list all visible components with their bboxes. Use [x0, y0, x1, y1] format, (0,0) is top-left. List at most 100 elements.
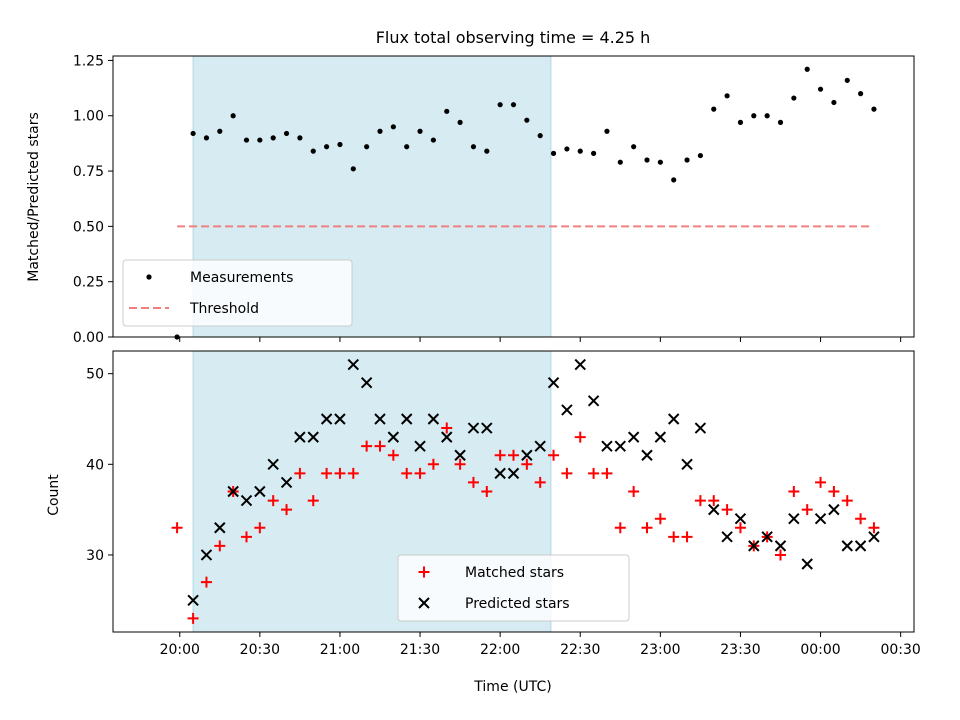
predicted-star-point — [534, 440, 546, 452]
measurement-point — [777, 119, 784, 125]
measurement-point — [497, 102, 503, 108]
measurement-point — [817, 86, 824, 92]
y-tick-label: 1.25 — [73, 53, 104, 69]
matched-star-point — [548, 449, 560, 461]
measurement-point — [644, 157, 650, 163]
x-tick-label: 21:30 — [400, 642, 440, 658]
measurement-point — [724, 93, 730, 99]
measurement-point — [377, 128, 383, 134]
measurement-point — [217, 128, 223, 134]
measurement-point — [564, 146, 570, 152]
predicted-star-point — [334, 413, 346, 425]
predicted-star-point — [828, 503, 840, 516]
matched-star-point — [467, 476, 479, 488]
predicted-star-point — [200, 549, 213, 561]
measurement-point — [190, 130, 196, 137]
legend-entry-label: Threshold — [189, 301, 259, 317]
predicted-star-point — [601, 440, 613, 452]
x-axis-label: Time (UTC) — [473, 679, 551, 695]
matched-star-point — [307, 495, 319, 507]
top-y-axis-label: Matched/Predicted stars — [26, 112, 42, 282]
x-tick-label: 20:00 — [160, 642, 200, 658]
measurement-point — [257, 137, 263, 143]
legend-box — [122, 259, 353, 327]
measurement-point — [737, 119, 744, 125]
matched-star-point — [294, 467, 306, 479]
matched-star-point — [454, 458, 466, 470]
predicted-star-point — [721, 531, 733, 543]
measurement-point — [283, 130, 290, 137]
measurement-point — [671, 177, 677, 183]
matched-star-point — [187, 612, 199, 624]
measurement-point — [684, 157, 690, 163]
measurement-point — [577, 148, 583, 154]
matched-star-point — [254, 522, 266, 534]
x-tick-label: 23:00 — [640, 642, 680, 658]
predicted-star-point — [507, 467, 520, 480]
predicted-star-point — [667, 413, 680, 425]
x-tick-label: 00:30 — [880, 642, 920, 658]
matched-star-point — [868, 522, 880, 534]
predicted-star-point — [494, 467, 506, 480]
matched-star-point — [815, 476, 827, 488]
axes-frame — [112, 350, 915, 633]
measurement-point — [510, 102, 517, 108]
predicted-star-point — [774, 540, 787, 552]
predicted-star-point — [761, 531, 773, 543]
matched-star-point — [601, 467, 613, 479]
measurement-point — [430, 137, 436, 143]
measurement-point — [657, 159, 663, 165]
matched-star-point — [708, 495, 720, 507]
measurement-point — [751, 113, 757, 119]
x-tick-label: 21:00 — [320, 642, 360, 658]
measurement-point — [337, 141, 343, 148]
measurement-point — [484, 148, 490, 154]
measurement-point — [457, 119, 463, 125]
matched-star-point — [214, 540, 226, 552]
predicted-star-point — [454, 449, 466, 461]
predicted-star-point — [481, 422, 493, 434]
measurement-point — [631, 144, 637, 150]
predicted-star-point — [547, 377, 560, 389]
predicted-star-point — [267, 458, 279, 471]
x-tick-label: 22:00 — [480, 642, 520, 658]
matched-star-point — [387, 449, 399, 461]
predicted-star-point — [414, 440, 426, 452]
predicted-star-point — [801, 558, 813, 570]
count-panel: 30 40 50 20:00 20:30 21:00 21:30 22:00 22:30 23:0… — [86, 350, 921, 658]
measurement-point — [537, 133, 543, 139]
measurement-point — [604, 128, 610, 134]
matched-star-point — [267, 495, 279, 507]
predicted-star-point — [681, 458, 693, 471]
matched-star-point — [588, 467, 600, 479]
measurement-point — [243, 137, 250, 143]
predicted-star-point — [854, 540, 867, 552]
predicted-star-point — [294, 431, 306, 443]
predicted-star-point — [347, 358, 360, 371]
predicted-star-point — [521, 449, 533, 461]
measurement-point — [524, 117, 530, 123]
legend-box — [397, 554, 630, 622]
matched-star-point — [200, 576, 212, 588]
predicted-star-point — [467, 422, 480, 434]
x-tick-label: 22:30 — [560, 642, 600, 658]
measurement-point — [390, 124, 396, 130]
x-tick-label: 23:30 — [720, 642, 760, 658]
matched-star-point — [801, 504, 813, 516]
y-tick-label: 0.25 — [73, 275, 104, 291]
matched-star-point — [241, 531, 252, 543]
x-tick-label: 00:00 — [800, 642, 840, 658]
measurement-point — [444, 108, 450, 114]
predicted-star-point — [240, 494, 253, 507]
measurement-point — [417, 128, 423, 134]
predicted-star-point — [441, 431, 453, 443]
measurement-point — [697, 152, 704, 159]
predicted-star-point — [254, 485, 266, 498]
matched-star-point — [441, 422, 453, 434]
predicted-star-point — [708, 503, 720, 516]
y-tick-label: 40 — [86, 457, 104, 473]
matched-star-point — [361, 440, 373, 452]
predicted-star-point — [654, 431, 667, 443]
chart-title: Flux total observing time = 4.25 h — [376, 28, 651, 47]
matched-star-point — [641, 522, 653, 534]
